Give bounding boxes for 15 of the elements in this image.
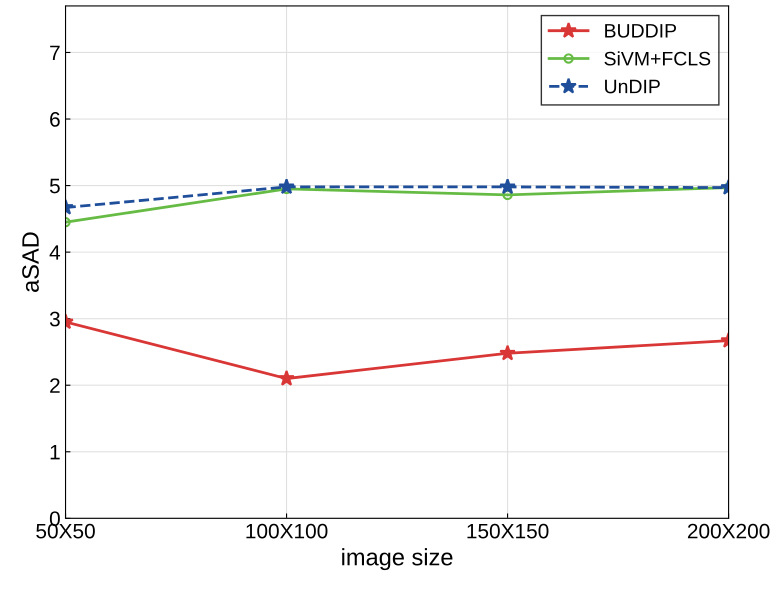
- y-tick-label: 5: [50, 178, 60, 194]
- x-axis-title: image size: [342, 548, 452, 570]
- y-tick-label: 6: [50, 112, 60, 127]
- legend-label: BUDDIP: [605, 24, 676, 38]
- y-tick-label: 2: [50, 378, 60, 393]
- y-axis-title: aSAD: [22, 232, 39, 292]
- x-tick-label: 100X100: [246, 524, 328, 538]
- y-tick-label: 1: [50, 444, 60, 460]
- x-tick-label: 200X200: [688, 524, 770, 538]
- x-tick-label: 150X150: [467, 524, 548, 538]
- y-tick-label: 7: [50, 46, 60, 60]
- legend-label: SiVM+FCLS: [604, 51, 710, 66]
- y-tick-label: 4: [50, 245, 60, 260]
- y-tick-label: 3: [50, 312, 60, 326]
- legend-label: UnDIP: [605, 80, 660, 94]
